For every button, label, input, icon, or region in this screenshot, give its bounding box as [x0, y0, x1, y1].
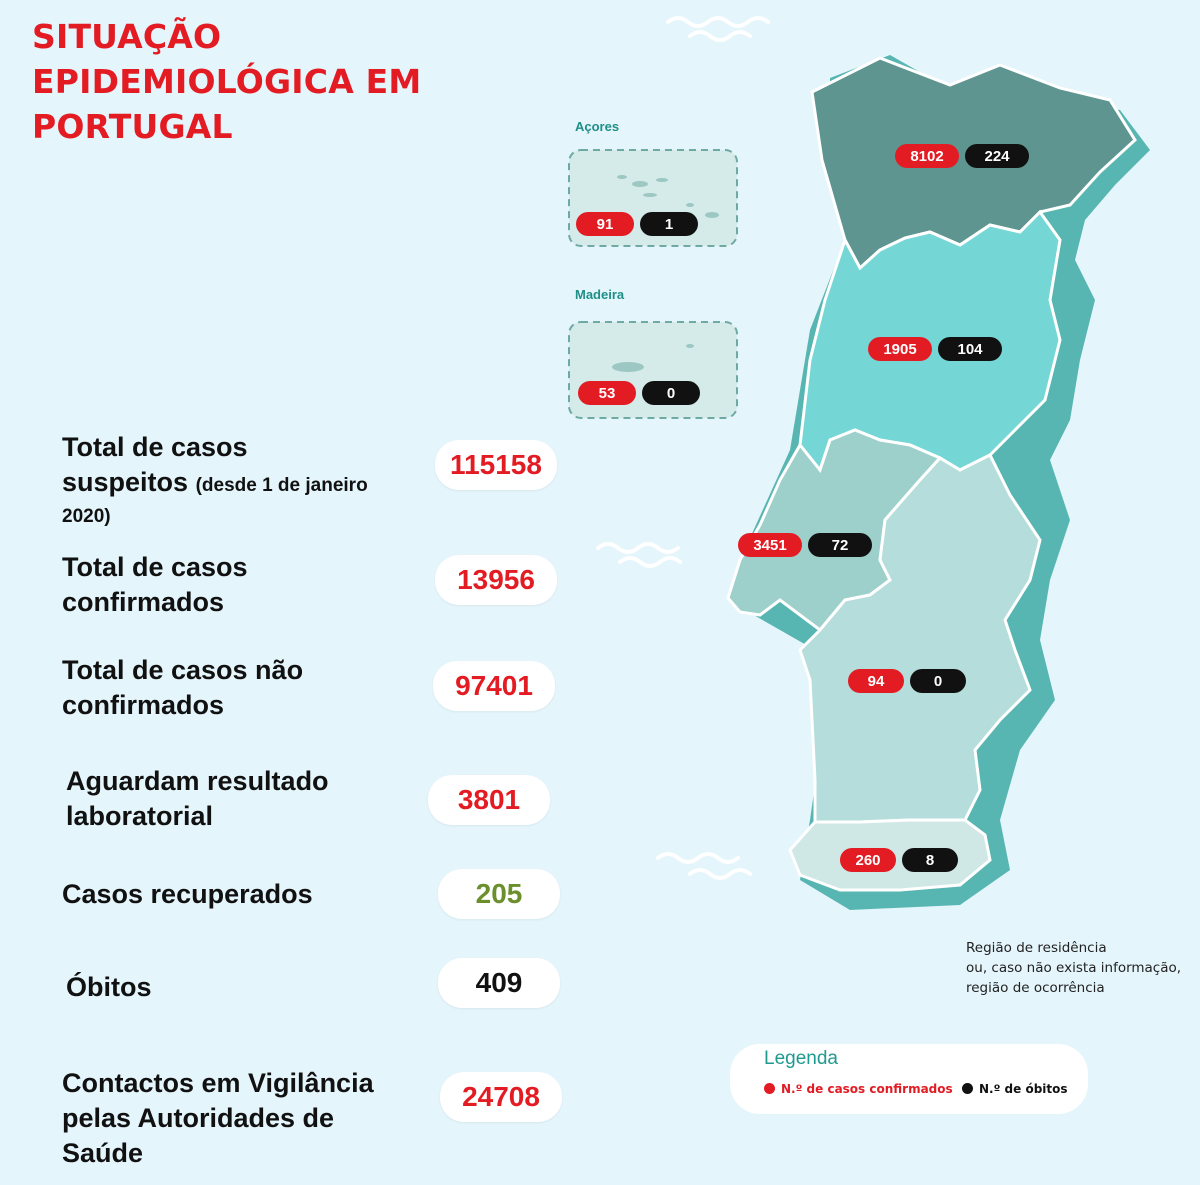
svg-text:260: 260 [855, 852, 880, 869]
algarve-cases-badge: 260 [840, 848, 896, 872]
legend-title: Legenda [764, 1048, 838, 1069]
svg-text:8: 8 [926, 852, 934, 869]
stat-value-confirmados: 13956 [435, 555, 557, 605]
title-line-3: PORTUGAL [32, 107, 233, 146]
stat-value-aguardam: 3801 [428, 775, 550, 825]
acores-cases-badge: 91 [576, 212, 634, 236]
madeira-label: Madeira [575, 287, 625, 302]
stat-label-obitos: Óbitos [66, 972, 152, 1002]
title-line-2: EPIDEMIOLÓGICA EM [32, 62, 422, 101]
stat-label-confirmados: Total de casos confirmados [62, 552, 248, 617]
norte-deaths-badge: 224 [965, 144, 1029, 168]
stat-value-contactos: 24708 [440, 1072, 562, 1122]
centro-deaths-badge: 104 [938, 337, 1002, 361]
svg-text:3451: 3451 [753, 537, 786, 554]
madeira-deaths-badge: 0 [642, 381, 700, 405]
acores-deaths-badge: 1 [640, 212, 698, 236]
stat-label-nao-confirmados: Total de casos não confirmados [62, 655, 304, 720]
svg-text:91: 91 [597, 216, 614, 233]
acores-islands-icon [617, 175, 719, 218]
stat-label-aguardam: Aguardam resultado laboratorial [66, 766, 329, 831]
black-dot-icon [962, 1083, 973, 1094]
svg-text:53: 53 [599, 385, 616, 402]
alentejo-deaths-badge: 0 [910, 669, 966, 693]
svg-text:1905: 1905 [883, 341, 916, 358]
madeira-islands-icon [612, 344, 694, 372]
svg-text:1: 1 [665, 216, 673, 233]
wave-decoration-icon [596, 16, 770, 880]
svg-text:0: 0 [667, 385, 675, 402]
title-line-1: SITUAÇÃO [32, 17, 222, 56]
norte-cases-badge: 8102 [895, 144, 959, 168]
svg-text:72: 72 [832, 537, 849, 554]
legend-deaths: N.º de óbitos [962, 1082, 1068, 1096]
red-dot-icon [764, 1083, 775, 1094]
alentejo-cases-badge: 94 [848, 669, 904, 693]
svg-text:224: 224 [984, 148, 1010, 165]
stat-value-nao-confirmados: 97401 [433, 661, 555, 711]
centro-cases-badge: 1905 [868, 337, 932, 361]
stat-label-contactos: Contactos em Vigilância pelas Autoridade… [62, 1068, 374, 1168]
svg-text:104: 104 [957, 341, 983, 358]
legend-cases: N.º de casos confirmados [764, 1082, 953, 1096]
stat-label-recuperados: Casos recuperados [62, 879, 313, 909]
region-note: Região de residência ou, caso não exista… [966, 940, 1182, 996]
stat-value-obitos: 409 [438, 958, 560, 1008]
acores-label: Açores [575, 119, 619, 134]
svg-text:94: 94 [868, 673, 885, 690]
stat-value-recuperados: 205 [438, 869, 560, 919]
stat-value-suspeitos: 115158 [435, 440, 557, 490]
lisboa-deaths-badge: 72 [808, 533, 872, 557]
lisboa-cases-badge: 3451 [738, 533, 802, 557]
algarve-deaths-badge: 8 [902, 848, 958, 872]
madeira-cases-badge: 53 [578, 381, 636, 405]
svg-text:8102: 8102 [910, 148, 943, 165]
svg-text:0: 0 [934, 673, 942, 690]
legend: Legenda N.º de casos confirmados N.º de … [730, 1044, 1088, 1114]
page-title: SITUAÇÃO EPIDEMIOLÓGICA EM PORTUGAL [32, 14, 421, 149]
stat-label-suspeitos: Total de casos suspeitos (desde 1 de jan… [62, 432, 368, 527]
